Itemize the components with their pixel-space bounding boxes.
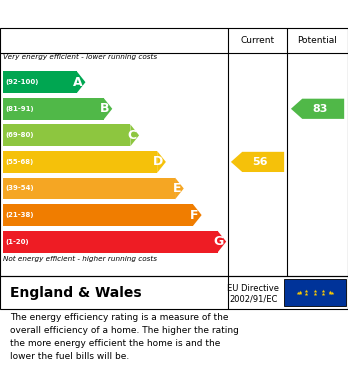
- Text: England & Wales: England & Wales: [10, 285, 142, 300]
- Text: 56: 56: [252, 157, 268, 167]
- Text: (92-100): (92-100): [6, 79, 39, 85]
- Polygon shape: [77, 71, 86, 93]
- Polygon shape: [175, 178, 184, 199]
- Text: D: D: [153, 155, 163, 169]
- Text: C: C: [127, 129, 136, 142]
- Text: Very energy efficient - lower running costs: Very energy efficient - lower running co…: [3, 54, 158, 60]
- Polygon shape: [231, 152, 284, 172]
- Text: The energy efficiency rating is a measure of the
overall efficiency of a home. T: The energy efficiency rating is a measur…: [10, 313, 239, 361]
- Bar: [3, 204, 193, 226]
- Bar: [3, 178, 175, 199]
- Polygon shape: [218, 231, 226, 253]
- Text: 2002/91/EC: 2002/91/EC: [229, 294, 277, 303]
- Text: A: A: [73, 76, 83, 89]
- Text: (55-68): (55-68): [6, 159, 34, 165]
- Polygon shape: [193, 204, 201, 226]
- Bar: [3, 98, 104, 120]
- Text: G: G: [213, 235, 223, 248]
- Text: (1-20): (1-20): [6, 239, 29, 245]
- Bar: [3, 151, 157, 173]
- Bar: [3, 231, 218, 253]
- Polygon shape: [157, 151, 166, 173]
- Text: Not energy efficient - higher running costs: Not energy efficient - higher running co…: [3, 256, 158, 262]
- Text: B: B: [100, 102, 110, 115]
- Bar: [3, 124, 130, 146]
- Text: (39-54): (39-54): [6, 185, 34, 192]
- Text: Energy Efficiency Rating: Energy Efficiency Rating: [69, 7, 279, 22]
- Polygon shape: [130, 124, 139, 146]
- Polygon shape: [291, 99, 344, 119]
- Text: Current: Current: [240, 36, 275, 45]
- Text: (21-38): (21-38): [6, 212, 34, 218]
- Bar: [3, 71, 77, 93]
- Text: (69-80): (69-80): [6, 132, 34, 138]
- Polygon shape: [104, 98, 112, 120]
- Bar: [284, 279, 346, 307]
- Text: (81-91): (81-91): [6, 106, 34, 112]
- Text: E: E: [173, 182, 181, 195]
- Text: Potential: Potential: [298, 36, 338, 45]
- Text: EU Directive: EU Directive: [227, 284, 279, 293]
- Text: 83: 83: [313, 104, 328, 114]
- Text: F: F: [190, 208, 199, 222]
